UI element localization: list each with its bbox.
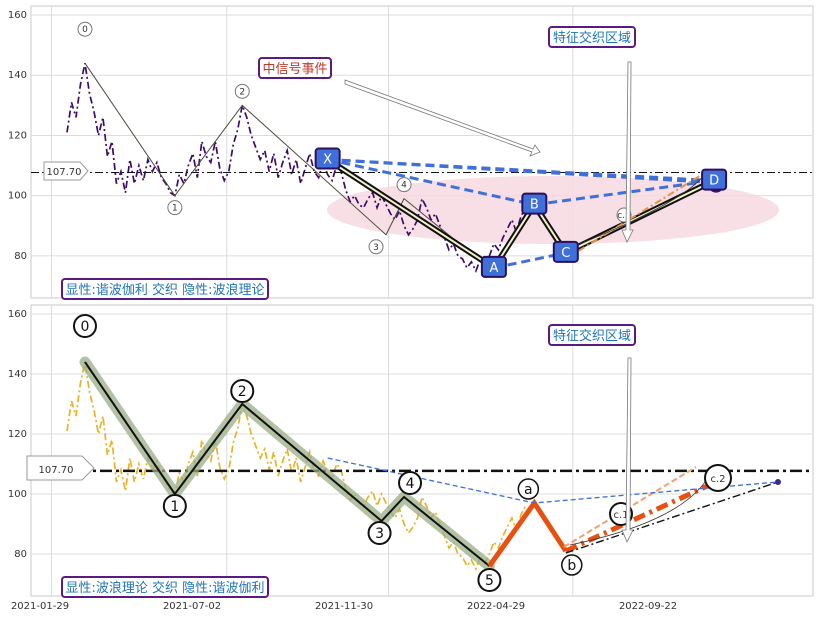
top-ytick-label: 160	[8, 10, 27, 21]
bottom-panel-frame	[30, 304, 814, 597]
bottom-xtick-label: 2021-11-30	[315, 601, 373, 612]
bottom-abc-marker-label: b	[567, 558, 576, 574]
bottom-abc-projection	[564, 479, 718, 554]
bottom-wave-marker-label: 2	[238, 384, 247, 400]
bottom-wave-marker-label: 4	[406, 476, 415, 492]
top-wave-marker	[167, 200, 183, 216]
bottom-ytick-label: 140	[8, 369, 27, 380]
pattern-point-box	[480, 255, 507, 278]
top-wave-marker-label: 1	[172, 204, 178, 214]
top-price-line	[66, 63, 527, 274]
bottom-legend-text: 显性:波浪理论 交织 隐性:谐波伽利	[65, 580, 264, 596]
pattern-leg-xa-inner	[326, 158, 495, 269]
bottom-ytick-label: 160	[8, 309, 27, 320]
bottom-wave-marker	[72, 314, 97, 338]
bottom-c2-marker	[704, 464, 732, 492]
top-zigzag-line	[84, 62, 490, 269]
signal-annotation-text: 中信号事件	[262, 62, 327, 77]
bottom-abc-marker	[561, 554, 583, 576]
pattern-point-box	[521, 192, 548, 215]
bottom-end-dot	[775, 479, 781, 485]
top-legend-box	[61, 278, 269, 300]
top-level-label: 107.70	[47, 167, 82, 178]
top-zone-annotation-text: 特征交织区域	[553, 30, 631, 46]
pattern-point-box	[701, 168, 728, 191]
bottom-legend-box	[61, 576, 269, 598]
bottom-ytick-label: 120	[8, 429, 27, 440]
bottom-abc-marker-label: a	[524, 482, 533, 498]
top-ytick-label: 140	[8, 70, 27, 81]
pattern-point-label: X	[323, 153, 332, 168]
bottom-wave-marker	[162, 494, 187, 518]
top-wave-marker	[396, 177, 412, 193]
top-projection-arc	[567, 171, 707, 250]
bottom-dashed-connector	[327, 457, 779, 504]
pattern-leg-cd-inner	[564, 179, 716, 254]
bottom-wave-marker-label: 1	[170, 499, 179, 515]
bottom-xtick-label: 2021-07-02	[163, 601, 221, 612]
bottom-wave-marker	[398, 471, 423, 495]
bottom-wave-line	[84, 361, 491, 567]
bottom-abc-marker	[517, 478, 540, 500]
bottom-black-projection	[565, 481, 779, 554]
bottom-wave-marker-label: 0	[81, 319, 90, 335]
signal-arrow	[344, 79, 541, 157]
bottom-price-line	[66, 361, 527, 572]
pattern-point-box	[552, 240, 579, 263]
bottom-wave-marker	[230, 379, 255, 403]
bottom-c1-label: c.1	[613, 510, 628, 521]
bottom-xtick-label: 2022-09-22	[619, 601, 677, 612]
bottom-c2-label: c.2	[710, 474, 725, 485]
pattern-dashed-connector	[327, 158, 535, 207]
top-zone-arrow	[621, 61, 634, 243]
bottom-wave-marker-label: 5	[485, 573, 494, 589]
top-wave-marker-label: 4	[401, 181, 407, 191]
top-wave-marker	[368, 239, 384, 255]
bottom-zone-arrow	[621, 357, 634, 543]
top-ytick-label: 120	[8, 130, 27, 141]
top-projection-line	[565, 171, 707, 260]
bottom-wave-marker	[367, 521, 392, 545]
bottom-zone-annotation-box	[548, 324, 636, 346]
signal-annotation-box	[258, 57, 332, 79]
zone-ellipse	[327, 176, 779, 244]
pattern-dashed-connector	[534, 179, 715, 207]
bottom-wave-marker	[477, 568, 502, 592]
pattern-point-label: D	[709, 174, 719, 189]
top-wave-marker-label: 3	[373, 243, 379, 253]
bottom-ytick-label: 80	[14, 549, 27, 560]
bottom-level-label: 107.70	[39, 465, 74, 476]
pattern-point-label: C	[561, 246, 570, 261]
bottom-xtick-label: 2022-04-29	[467, 601, 525, 612]
pattern-point-label: A	[489, 261, 498, 276]
bottom-xtick-label: 2021-01-29	[11, 601, 69, 612]
bottom-zone-annotation-text: 特征交织区域	[553, 328, 631, 344]
bottom-wave-marker-label: 3	[375, 526, 384, 542]
bottom-level-arrow-box	[26, 455, 95, 481]
top-zone-annotation-box	[548, 26, 636, 48]
top-wave-marker-label: 0	[82, 25, 88, 35]
pattern-point-label: B	[530, 198, 539, 213]
top-panel-frame	[30, 5, 814, 299]
top-ytick-label: 80	[14, 251, 27, 262]
top-ytick-label: 100	[8, 191, 27, 202]
pattern-point-box	[314, 147, 341, 170]
top-wave-marker-label: 2	[239, 87, 245, 97]
top-wave-marker	[234, 83, 250, 99]
bottom-ytick-label: 100	[8, 489, 27, 500]
top-c1-label: c.1	[617, 211, 631, 221]
top-level-arrow-box	[43, 161, 89, 181]
top-wave-marker	[77, 21, 93, 37]
pattern-dashed-connector	[327, 158, 715, 185]
top-legend-text: 显性:谐波伽利 交织 隐性:波浪理论	[65, 282, 264, 298]
